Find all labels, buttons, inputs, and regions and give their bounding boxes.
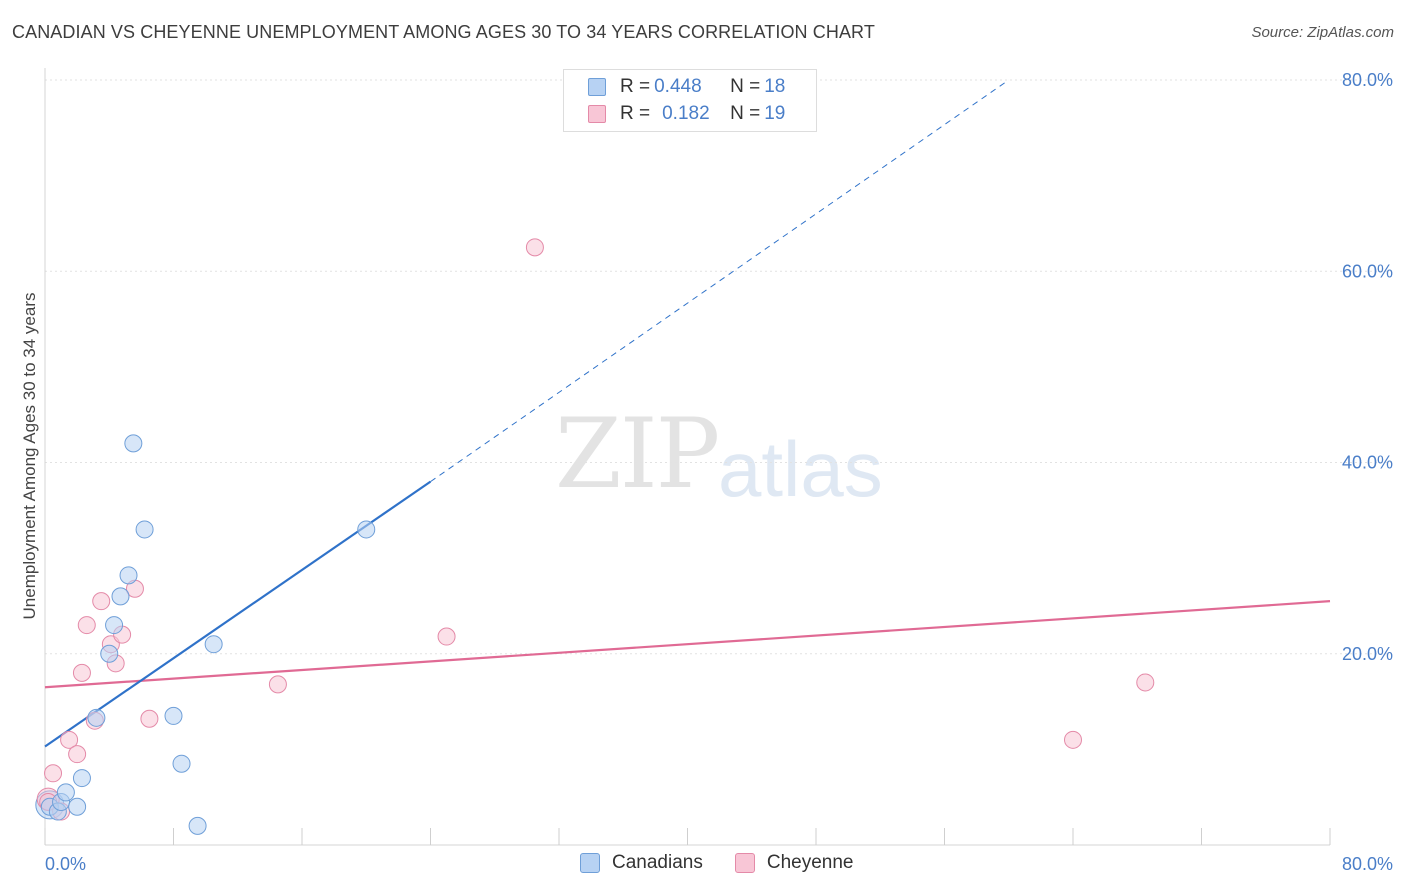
y-tick-label: 80.0% [1342,70,1393,90]
cheyenne-point [68,745,87,764]
series-legend: Canadians Cheyenne [580,852,885,874]
n-value: 19 [764,103,786,124]
canadians-point [111,587,130,606]
canadians-swatch-icon [588,78,606,96]
cheyenne-point [1064,730,1082,749]
cheyenne-point [437,627,456,646]
legend-item-canadians: Canadians [580,852,703,874]
cheyenne-point [92,592,111,611]
cheyenne-point [44,764,63,783]
canadians-point [204,635,223,654]
canadians-point [357,520,376,539]
stats-legend-row-cheyenne: R = 0.182 N = 19 [588,102,785,126]
watermark-zip: ZIP [555,398,720,510]
cheyenne-point [72,663,91,682]
r-label: R = [620,76,651,97]
canadians-point [135,520,154,539]
canadians-point [68,797,87,816]
x-tick-label: 80.0% [1342,854,1393,874]
canadians-point [72,769,91,788]
trendline-cheyenne [44,600,1331,689]
canadians-point [164,706,183,725]
cheyenne-swatch-icon [734,853,755,873]
legend-label-canadians: Canadians [612,852,703,873]
stats-legend-row-canadians: R = 0.448 N = 18 [588,75,785,99]
canadians-point [87,708,106,727]
cheyenne-point [268,675,287,694]
y-tick-label: 20.0% [1342,644,1393,664]
watermark-atlas: atlas [718,425,883,513]
canadians-point [105,616,124,635]
canadians-swatch-icon [580,853,600,873]
n-value: 18 [764,76,786,97]
n-label: N = [730,76,761,97]
cheyenne-point [77,616,96,635]
trendline-canadians-extension [430,79,1010,483]
legend-label-cheyenne: Cheyenne [766,852,854,873]
cheyenne-point [60,730,79,749]
cheyenne-point [140,709,159,728]
r-label: R = [620,103,651,124]
legend-item-cheyenne: Cheyenne [734,852,854,874]
canadians-point [124,434,143,453]
r-value: 0.182 [662,103,710,124]
trendline-canadians [44,480,432,748]
cheyenne-point [525,238,544,257]
canadians-point [188,816,207,835]
chart-source: Source: ZipAtlas.com [1251,24,1394,41]
y-tick-label: 60.0% [1342,261,1393,281]
canadians-point [56,783,75,802]
x-tick-label: 0.0% [45,854,86,874]
canadians-point [119,566,138,585]
canadians-point [172,754,191,773]
cheyenne-swatch-icon [588,105,606,123]
r-value: 0.448 [654,76,702,97]
chart-title: CANADIAN VS CHEYENNE UNEMPLOYMENT AMONG … [12,22,875,42]
canadians-point [100,644,119,663]
cheyenne-point [1136,673,1155,692]
stats-legend: R = 0.448 N = 18 R = 0.182 N = 19 [563,69,817,132]
y-tick-label: 40.0% [1342,453,1393,473]
n-label: N = [730,103,761,124]
